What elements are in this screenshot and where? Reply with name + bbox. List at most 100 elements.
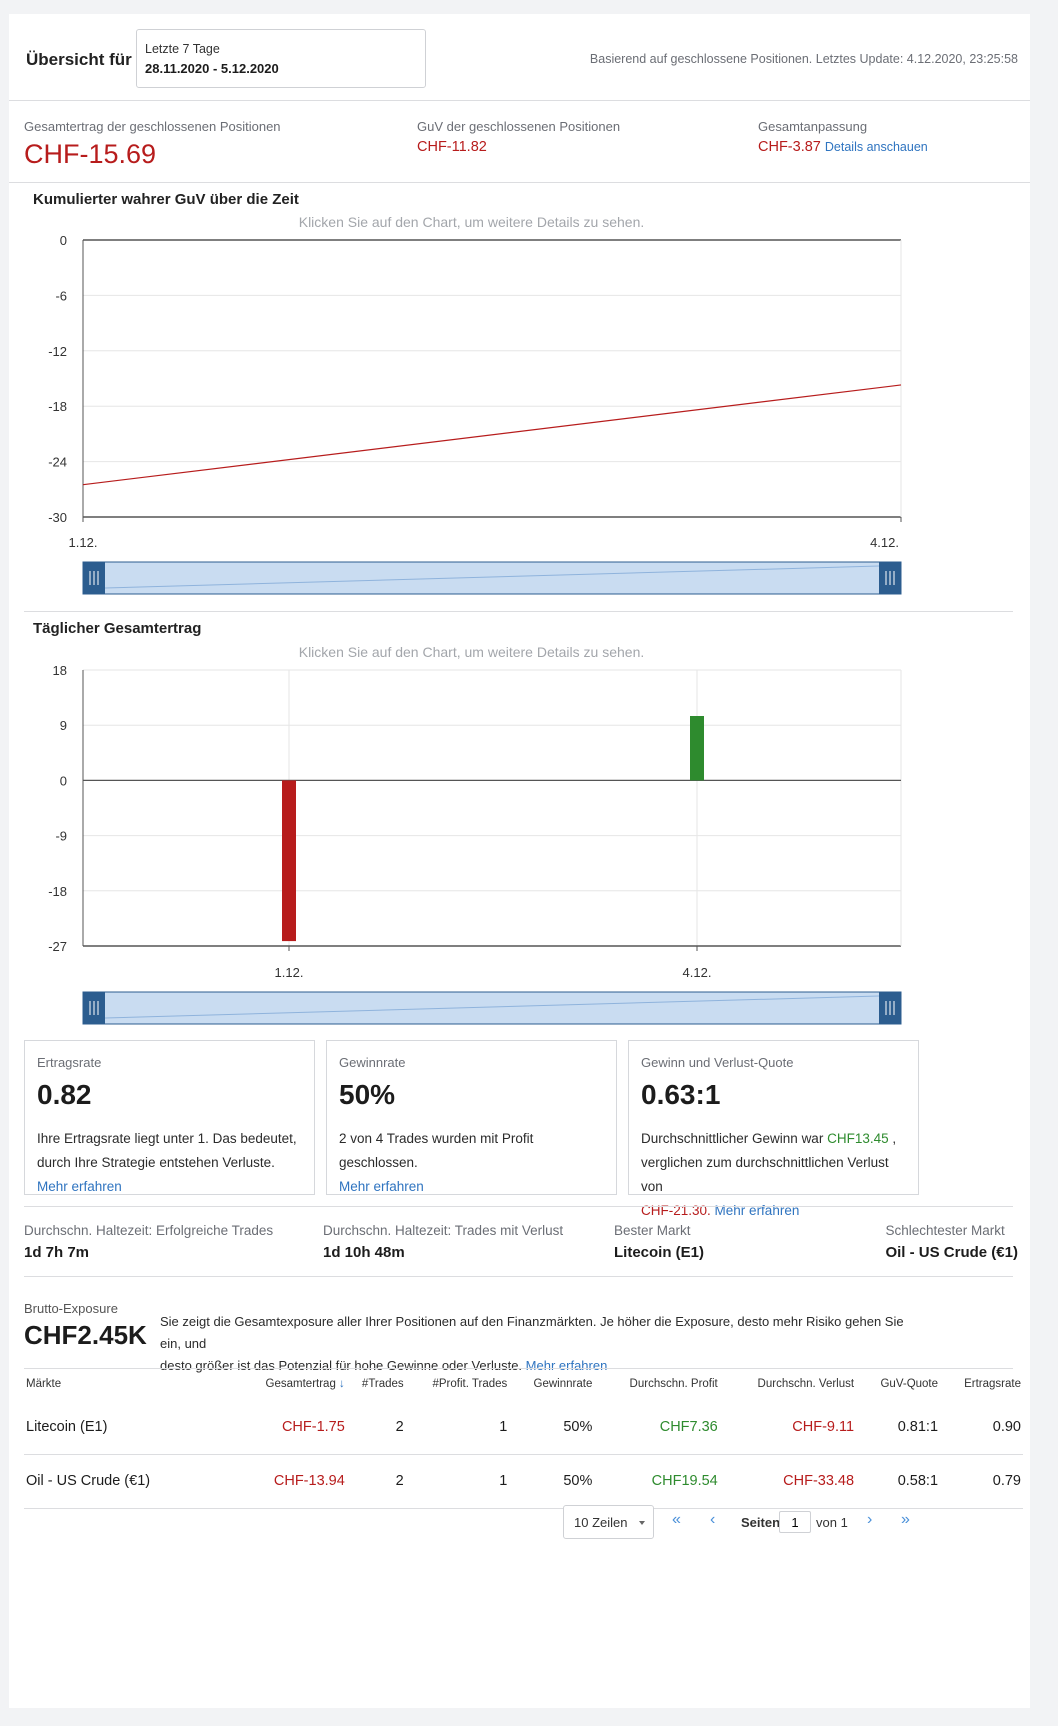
cumulative-guv-chart[interactable]: 0 -6 -12 -18 -24 -301.12. 4.12.	[9, 229, 1030, 599]
stat-worst-market: Schlechtester Markt Oil - US Crude (€1)	[885, 1223, 1018, 1261]
rows-per-page-value: 10 Zeilen	[574, 1515, 628, 1530]
stat-value: 1d 10h 48m	[323, 1244, 405, 1261]
chart2-title: Täglicher Gesamtertrag	[33, 620, 202, 637]
card-text-line: durch Ihre Strategie entstehen Verluste.	[37, 1155, 275, 1170]
rows-per-page-select[interactable]: 10 Zeilen	[563, 1505, 654, 1539]
col-header-winrate[interactable]: Gewinnrate	[533, 1378, 593, 1390]
more-link[interactable]: Mehr erfahren	[339, 1179, 424, 1194]
next-page-icon[interactable]: ›	[867, 1511, 873, 1528]
col-header-avg-loss[interactable]: Durchschn. Verlust	[757, 1378, 855, 1390]
cell-total: CHF-13.94	[273, 1473, 345, 1489]
of-pages-label: von 1	[816, 1515, 848, 1530]
col-header-total[interactable]: Gesamtertrag ↓	[231, 1368, 347, 1400]
card-guv-quote: Gewinn und Verlust-Quote 0.63:1 Durchsch…	[628, 1040, 919, 1218]
daily-total-chart[interactable]: 18 9 0 -9 -18 -27 1.12. 4.12.	[9, 659, 1030, 1029]
guv-value: CHF-11.82	[417, 139, 487, 155]
first-page-icon[interactable]: «	[672, 1511, 681, 1528]
exposure-text-line: desto größer ist das Potenzial für hohe …	[160, 1355, 920, 1377]
col-header-profit-trades[interactable]: #Profit. Trades	[432, 1378, 508, 1390]
adjust-label: Gesamtanpassung	[758, 119, 868, 134]
card-value: 0.82	[37, 1079, 92, 1110]
y-tick-label: -30	[48, 510, 67, 525]
adjust-value: CHF-3.87	[758, 139, 821, 155]
prev-page-icon[interactable]: ‹	[710, 1511, 716, 1528]
col-header-markets[interactable]: Märkte	[26, 1378, 62, 1390]
cell-avg-profit: CHF19.54	[651, 1473, 718, 1489]
card-label: Gewinnrate	[339, 1055, 406, 1070]
bar	[282, 780, 296, 942]
chart2-hint: Klicken Sie auf den Chart, um weitere De…	[298, 644, 645, 660]
cell-profit-trades: 1	[499, 1473, 508, 1489]
x-tick-label: 4.12.	[683, 965, 712, 980]
period-range: 28.11.2020 - 5.12.2020	[145, 61, 279, 76]
x-tick-label: 1.12.	[69, 535, 98, 550]
total-value: CHF-15.69	[24, 139, 157, 169]
x-tick-label: 1.12.	[275, 965, 304, 980]
cell-trades: 2	[395, 1418, 404, 1435]
series-line	[82, 384, 902, 486]
more-link[interactable]: Mehr erfahren	[525, 1358, 608, 1373]
last-page-icon[interactable]: »	[901, 1511, 910, 1528]
card-text-line: Durchschnittlicher Gewinn war CHF13.45 ,	[641, 1127, 908, 1151]
y-tick-label: 18	[53, 663, 67, 678]
card-text-part: Durchschnittlicher Gewinn war	[641, 1131, 824, 1146]
y-tick-label: 0	[60, 773, 67, 788]
stat-loss-holdtime: Durchschn. Haltezeit: Trades mit Verlust…	[323, 1223, 563, 1261]
exposure-value: CHF2.45K	[24, 1320, 147, 1350]
period-label: Letzte 7 Tage	[145, 42, 220, 56]
cell-guv-quote: 0.58:1	[897, 1473, 939, 1489]
page-title: Übersicht für	[26, 50, 132, 69]
page-number-input[interactable]	[779, 1511, 811, 1533]
chart1-hint: Klicken Sie auf den Chart, um weitere De…	[298, 214, 645, 230]
divider	[24, 1368, 1013, 1369]
cell-winrate: 50%	[563, 1418, 593, 1435]
card-text-line: verglichen zum durchschnittlichen Verlus…	[641, 1155, 889, 1194]
col-header-avg-profit[interactable]: Durchschn. Profit	[629, 1378, 718, 1390]
cell-market: Oil - US Crude (€1)	[26, 1473, 151, 1489]
col-header-ertragsrate[interactable]: Ertragsrate	[964, 1378, 1021, 1390]
markets-table: Märkte Gesamtertrag ↓ #Trades #Profit. T…	[24, 1368, 1023, 1509]
exposure-text-part: desto größer ist das Potenzial für hohe …	[160, 1358, 523, 1373]
col-header-guv-quote[interactable]: GuV-Quote	[880, 1378, 939, 1390]
cell-avg-profit: CHF7.36	[659, 1418, 718, 1435]
stat-label: Durchschn. Haltezeit: Trades mit Verlust	[323, 1223, 564, 1238]
exposure-text-line: Sie zeigt die Gesamtexposure aller Ihrer…	[160, 1314, 904, 1351]
details-link[interactable]: Details anschauen	[824, 140, 928, 154]
divider	[24, 1276, 1013, 1277]
y-tick-label: -24	[48, 455, 67, 470]
card-text-part: ,	[892, 1131, 897, 1146]
cell-ertragsrate: 0.79	[992, 1473, 1021, 1489]
pages-label: Seiten	[741, 1515, 781, 1530]
card-text: Ihre Ertragsrate liegt unter 1. Das bede…	[37, 1127, 304, 1199]
cell-guv-quote: 0.81:1	[897, 1418, 939, 1435]
cell-market: Litecoin (E1)	[26, 1418, 108, 1435]
stat-best-market: Bester Markt Litecoin (E1)	[614, 1223, 704, 1261]
guv-label: GuV der geschlossenen Positionen	[417, 119, 621, 134]
divider	[24, 611, 1013, 612]
period-selector[interactable]: Letzte 7 Tage 28.11.2020 - 5.12.2020	[136, 29, 426, 88]
more-link[interactable]: Mehr erfahren	[37, 1179, 122, 1194]
table-header-row: Märkte Gesamtertrag ↓ #Trades #Profit. T…	[24, 1368, 1023, 1400]
navigator-range	[82, 991, 902, 1025]
divider	[9, 100, 1030, 101]
card-label: Ertragsrate	[37, 1055, 102, 1070]
cell-trades: 2	[395, 1473, 404, 1489]
y-tick-label: -9	[55, 829, 67, 844]
table-row[interactable]: Oil - US Crude (€1) CHF-13.94 2 1 50% CH…	[24, 1454, 1023, 1508]
adjust-row: CHF-3.87 Details anschauen	[758, 139, 928, 155]
stat-label: Schlechtester Markt	[885, 1223, 1005, 1238]
cell-avg-loss: CHF-9.11	[792, 1418, 855, 1435]
cell-avg-loss: CHF-33.48	[783, 1473, 855, 1489]
y-tick-label: -18	[48, 884, 67, 899]
exposure-text: Sie zeigt die Gesamtexposure aller Ihrer…	[160, 1311, 920, 1377]
chart1-title: Kumulierter wahrer GuV über die Zeit	[33, 191, 299, 208]
card-text: 2 von 4 Trades wurden mit Profit geschlo…	[339, 1127, 606, 1199]
bar	[690, 716, 704, 781]
col-header-trades[interactable]: #Trades	[361, 1378, 404, 1390]
table-row[interactable]: Litecoin (E1) CHF-1.75 2 1 50% CHF7.36 C…	[24, 1400, 1023, 1454]
y-tick-label: -6	[55, 288, 67, 303]
update-note: Basierend auf geschlossene Positionen. L…	[589, 52, 1018, 66]
navigator-series-line	[104, 995, 880, 1019]
card-value: 50%	[339, 1079, 396, 1110]
y-tick-label: -27	[48, 939, 67, 954]
